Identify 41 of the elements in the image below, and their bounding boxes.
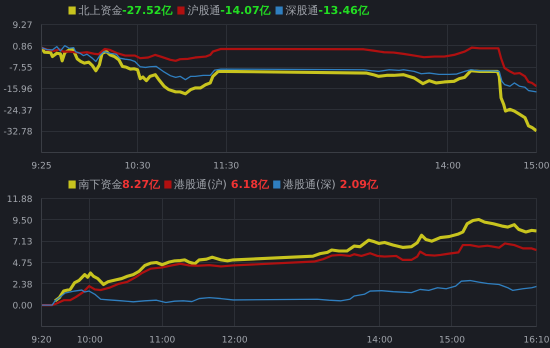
- y-tick-label: 4.75: [12, 259, 33, 269]
- legend-label: 港股通(沪): [174, 178, 227, 191]
- text: 6.18亿: [230, 178, 270, 191]
- y-tick-label: -32.78: [3, 128, 33, 138]
- y-tick-label: 0.86: [12, 42, 33, 52]
- y-tick-label: -24.37: [3, 106, 33, 116]
- x-tick-label: 10:30: [124, 162, 151, 172]
- legend-label: 港股通(深): [283, 178, 336, 191]
- x-tick-label: 10:00: [76, 336, 104, 346]
- y-tick-label: 9.50: [12, 216, 33, 226]
- y-tick-label: 11.88: [6, 195, 33, 205]
- x-tick-label: 15:00: [439, 336, 466, 346]
- text: 8.27亿: [122, 178, 162, 191]
- y-tick-label: 9.27: [12, 21, 33, 31]
- y-tick-label: -15.96: [3, 85, 33, 95]
- x-tick-label: 14:00: [434, 162, 462, 172]
- x-tick-label: 12:00: [222, 336, 248, 346]
- text: -27.52亿: [122, 4, 174, 17]
- text: -14.07亿: [220, 4, 272, 17]
- y-tick-label: 7.13: [12, 238, 33, 248]
- text: -13.46亿: [318, 4, 370, 17]
- y-tick-label: 2.38: [12, 280, 33, 290]
- line-series: [42, 46, 536, 88]
- x-tick-label: 14:00: [366, 336, 393, 346]
- legend-label: 深股通: [285, 4, 318, 17]
- y-tick-label: 0.00: [12, 302, 33, 312]
- legend-label: 沪股通: [187, 4, 220, 17]
- x-tick-label: 16:10: [524, 336, 550, 346]
- x-tick-label: 11:30: [213, 162, 240, 172]
- line-series: [42, 44, 536, 93]
- line-series: [42, 280, 536, 306]
- x-tick-label: 9:25: [31, 162, 52, 172]
- text: 2.09亿: [340, 178, 379, 191]
- x-tick-label: 11:00: [149, 336, 176, 346]
- line-series: [42, 242, 536, 306]
- x-tick-label: 15:00: [524, 162, 550, 172]
- x-tick-label: 9:20: [31, 336, 52, 346]
- y-tick-label: -7.55: [9, 64, 33, 74]
- line-series: [53, 218, 536, 302]
- legend-label: 南下资金: [78, 178, 122, 191]
- legend-label: 北上资金: [78, 4, 122, 17]
